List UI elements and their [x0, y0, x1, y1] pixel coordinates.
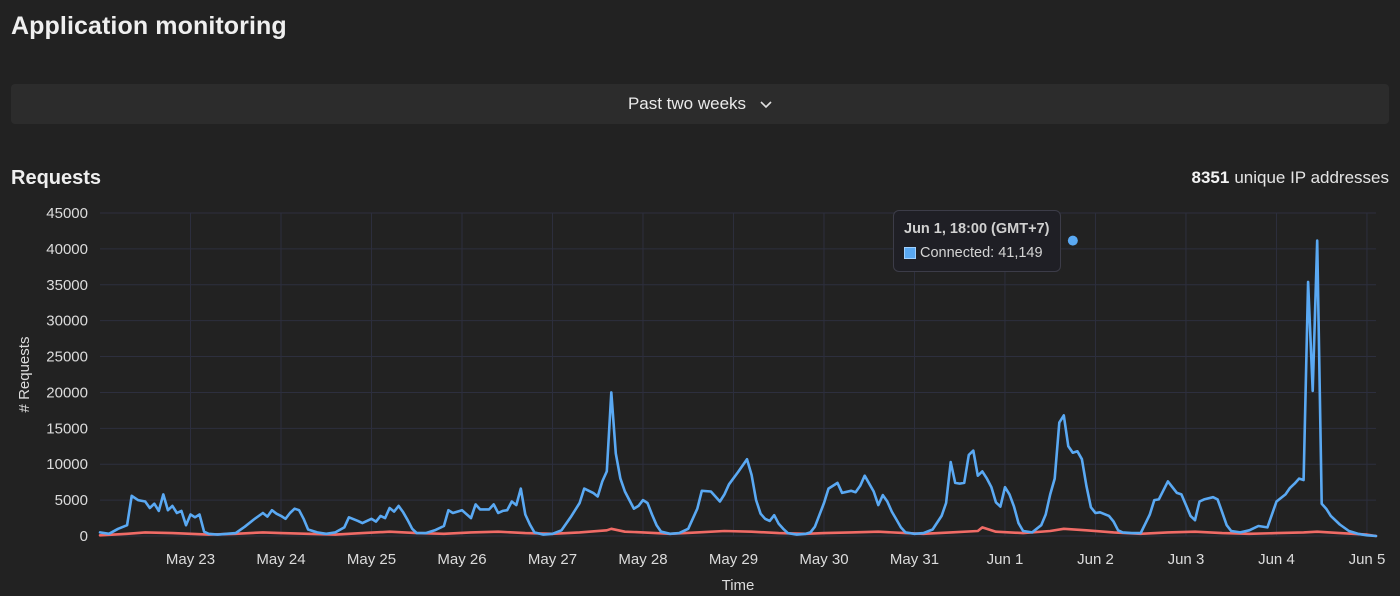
time-range-label: Past two weeks: [627, 94, 747, 113]
y-axis-title: # Requests: [16, 337, 33, 413]
y-tick-label: 5000: [55, 492, 88, 509]
y-tick-label: 30000: [46, 313, 88, 330]
y-tick-label: 40000: [46, 241, 88, 258]
time-range-dropdown[interactable]: Past two weeks: [11, 84, 1389, 124]
unique-ip-count: 8351: [1191, 168, 1230, 187]
y-tick-label: 45000: [46, 205, 88, 222]
x-axis-title: Time: [722, 577, 755, 594]
unique-ip-label: unique IP addresses: [1234, 168, 1389, 187]
series-line-connected: [98, 239, 1378, 538]
x-tick-label: Jun 4: [1258, 551, 1295, 568]
tooltip-swatch: [904, 247, 916, 259]
requests-section-title: Requests: [11, 167, 102, 189]
tooltip-series-label: Connected: 41,149: [920, 245, 1043, 261]
y-tick-label: 20000: [46, 384, 88, 401]
x-tick-label: Jun 3: [1168, 551, 1205, 568]
y-tick-label: 10000: [46, 456, 88, 473]
x-tick-label: Jun 1: [987, 551, 1024, 568]
x-tick-label: May 25: [347, 551, 396, 568]
y-tick-label: 25000: [46, 349, 88, 366]
x-tick-label: May 23: [166, 551, 215, 568]
x-tick-label: May 30: [799, 551, 848, 568]
x-tick-label: Jun 5: [1349, 551, 1386, 568]
x-tick-label: May 28: [618, 551, 667, 568]
requests-chart[interactable]: 0 5000 10000 15000 20000 25000 30000 35000 40000…: [0, 195, 1400, 596]
x-tick-label: May 24: [256, 551, 305, 568]
y-tick-label: 0: [80, 528, 88, 545]
unique-ip-summary: 8351 unique IP addresses: [1191, 168, 1389, 188]
tooltip-title: Jun 1, 18:00 (GMT+7): [904, 221, 1050, 237]
x-tick-label: May 26: [437, 551, 486, 568]
y-tick-label: 15000: [46, 420, 88, 437]
highlight-point[interactable]: [1067, 235, 1078, 246]
series-line-other: [98, 526, 1378, 538]
y-tick-label: 35000: [46, 277, 88, 294]
chevron-down-icon: [760, 94, 772, 114]
x-tick-label: May 27: [528, 551, 577, 568]
page-title: Application monitoring: [11, 12, 287, 40]
chart-tooltip: Jun 1, 18:00 (GMT+7) Connected: 41,149: [893, 210, 1061, 272]
tooltip-series-row: Connected: 41,149: [904, 245, 1050, 261]
x-tick-label: May 31: [890, 551, 939, 568]
x-tick-label: May 29: [709, 551, 758, 568]
x-tick-label: Jun 2: [1077, 551, 1114, 568]
